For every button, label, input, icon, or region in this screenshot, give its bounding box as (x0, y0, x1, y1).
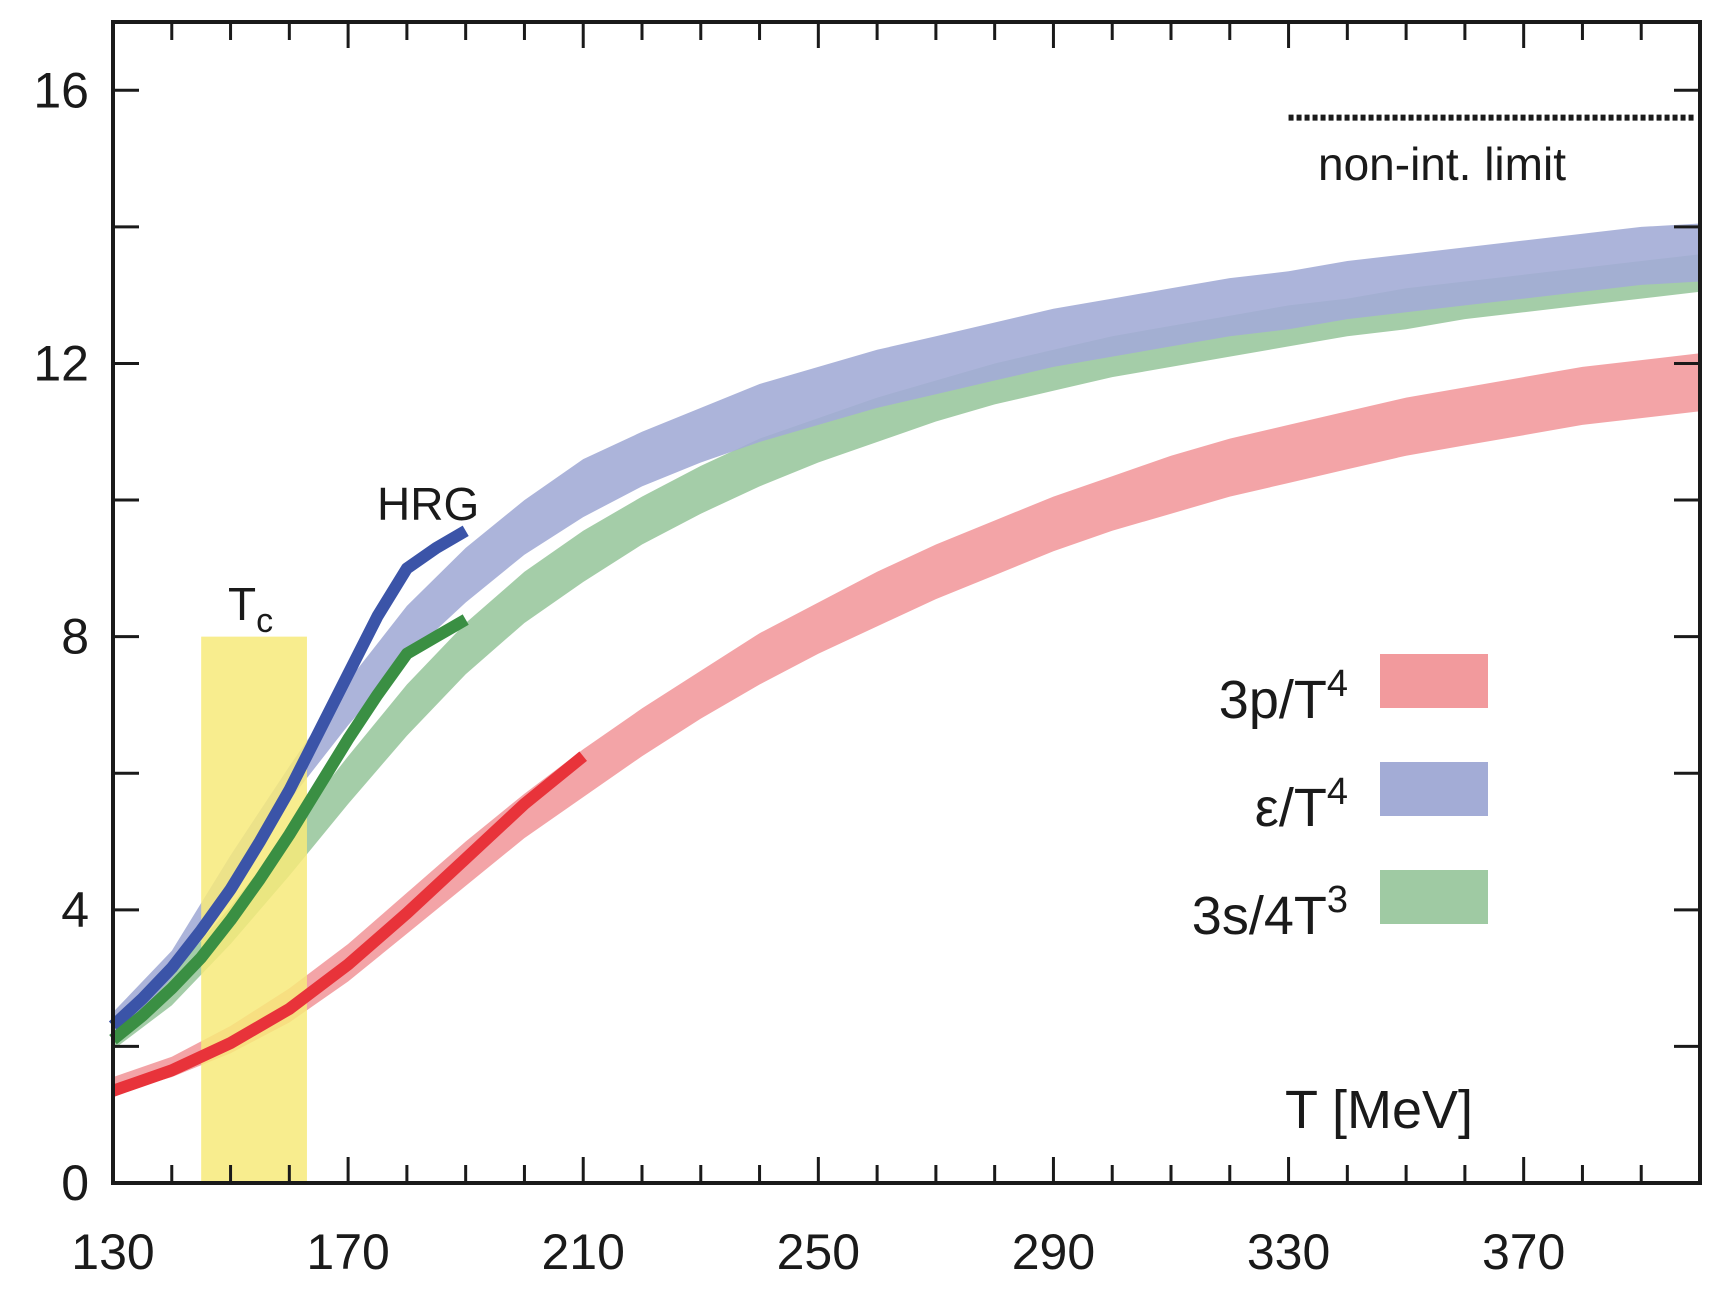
legend-item-e: ε/T4 (1255, 762, 1488, 838)
band-e (113, 223, 1700, 1040)
legend-label-s: 3s/4T3 (1192, 879, 1348, 946)
tc-label-main: T (228, 578, 256, 630)
legend-item-s: 3s/4T3 (1192, 870, 1488, 946)
legend-swatch-s (1380, 870, 1488, 924)
non-int-limit-label: non-int. limit (1318, 138, 1566, 190)
y-tick-label: 4 (61, 882, 89, 938)
band-s (113, 254, 1700, 1050)
annotations-layer: HRG Tc non-int. limit T [MeV] (228, 138, 1566, 1140)
legend-swatch-p (1380, 654, 1488, 708)
tc-label-sub: c (256, 602, 273, 640)
x-tick-label: 210 (542, 1224, 625, 1280)
legend-label-s-sup: 3 (1327, 879, 1348, 921)
legend-label-e-sup: 4 (1327, 771, 1348, 813)
plot-frame (111, 20, 1702, 1185)
x-tick-label: 250 (777, 1224, 860, 1280)
legend-label-e: ε/T4 (1255, 771, 1348, 838)
y-tick-label: 12 (33, 335, 89, 391)
band-p (113, 353, 1700, 1095)
hrg-curve-s (109, 614, 469, 1045)
x-axis-label: T [MeV] (1285, 1080, 1473, 1140)
legend-label-p: 3p/T4 (1219, 663, 1348, 730)
y-tick-label: 8 (61, 609, 89, 665)
y-tick-label: 16 (33, 62, 89, 118)
legend-label-p-base: 3p/T (1219, 670, 1327, 730)
hrg-lines-layer (108, 114, 1696, 1097)
tc-label: Tc (228, 578, 273, 640)
x-tick-label: 290 (1012, 1224, 1095, 1280)
legend-label-s-base: 3s/4T (1192, 886, 1327, 946)
legend: 3p/T4 ε/T4 3s/4T3 (1192, 654, 1488, 946)
x-tick-label: 330 (1247, 1224, 1330, 1280)
x-tick-label: 130 (71, 1224, 154, 1280)
legend-swatch-e (1380, 762, 1488, 816)
legend-item-p: 3p/T4 (1219, 654, 1488, 730)
x-tick-label: 370 (1482, 1224, 1565, 1280)
y-tick-label: 0 (61, 1155, 89, 1211)
x-tick-label: 170 (306, 1224, 389, 1280)
legend-label-e-base: ε/T (1255, 778, 1327, 838)
axes-layer: 130 170 210 250 290 330 370 0 4 8 12 16 (33, 20, 1702, 1280)
hrg-curve-e (108, 525, 469, 1031)
hrg-label: HRG (377, 478, 479, 530)
legend-label-p-sup: 4 (1327, 663, 1348, 705)
hrg-curve-p (111, 751, 587, 1097)
